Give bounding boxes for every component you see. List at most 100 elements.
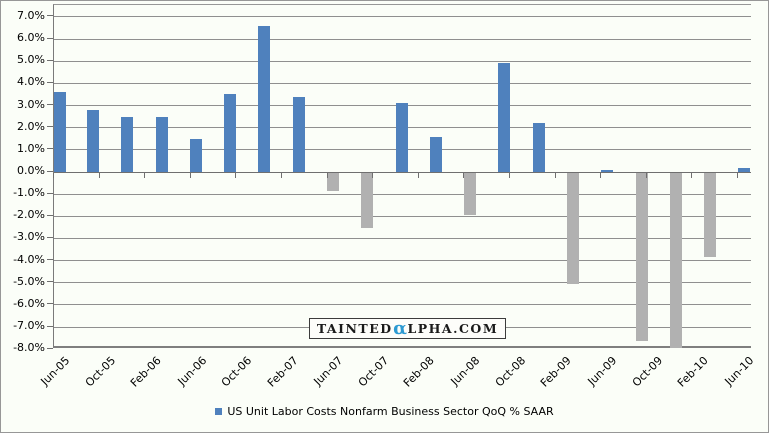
gridline	[54, 260, 751, 261]
x-axis-label-Oct-08: Oct-08	[492, 354, 529, 390]
x-axis-tick	[99, 173, 100, 178]
bar-Sep-06	[224, 94, 236, 172]
x-axis-label-Oct-05: Oct-05	[82, 354, 118, 390]
x-axis-tick	[53, 173, 54, 178]
x-axis-tick	[600, 173, 601, 178]
watermark-text-suffix: LPHA.COM	[407, 321, 499, 336]
bar-Mar-09	[567, 173, 579, 284]
bar-Sep-08	[498, 63, 510, 172]
x-axis-tick	[144, 173, 145, 178]
y-axis-tick	[47, 171, 53, 172]
bar-Mar-06	[156, 117, 168, 172]
y-axis-tick	[47, 148, 53, 149]
y-axis-tick	[47, 326, 53, 327]
legend-series-label: US Unit Labor Costs Nonfarm Business Sec…	[227, 405, 554, 418]
y-axis-tick	[47, 193, 53, 194]
y-axis-label-4.0%: 4.0%	[17, 75, 45, 88]
x-axis-tick	[372, 173, 373, 178]
gridline	[54, 282, 751, 283]
bar-Jun-07	[327, 173, 339, 191]
gridline	[54, 216, 751, 217]
y-axis-tick	[47, 215, 53, 216]
x-axis-tick	[555, 173, 556, 178]
y-axis-tick	[47, 82, 53, 83]
y-axis-label--7.0%: -7.0%	[13, 319, 45, 332]
bar-Dec-05	[121, 117, 133, 172]
bar-Dec-06	[258, 26, 270, 172]
y-axis-tick	[47, 126, 53, 127]
zero-axis-line	[54, 172, 751, 173]
y-axis-tick	[47, 38, 53, 39]
y-axis-tick	[47, 237, 53, 238]
x-axis-label-Feb-07: Feb-07	[264, 354, 301, 390]
y-axis-label-1.0%: 1.0%	[17, 142, 45, 155]
watermark-box: TAINTED α LPHA.COM	[309, 318, 506, 339]
x-axis-tick	[327, 173, 328, 178]
y-axis-label--1.0%: -1.0%	[13, 186, 45, 199]
x-axis-label-Jun-09: Jun-09	[585, 354, 620, 389]
x-axis-label-Feb-09: Feb-09	[538, 354, 574, 390]
y-axis-tick	[47, 281, 53, 282]
x-axis-tick	[418, 173, 419, 178]
x-axis-label-Oct-07: Oct-07	[356, 354, 392, 390]
x-axis-tick	[190, 173, 191, 178]
y-axis-tick	[47, 60, 53, 61]
x-axis-tick	[235, 173, 236, 178]
gridline	[54, 16, 751, 17]
x-axis-tick	[281, 173, 282, 178]
y-axis-label--4.0%: -4.0%	[13, 253, 45, 266]
x-axis-label-Jun-05: Jun-05	[38, 354, 73, 389]
gridline	[54, 238, 751, 239]
gridline	[54, 304, 751, 305]
bar-Sep-05	[87, 110, 99, 172]
y-axis-label--8.0%: -8.0%	[13, 341, 45, 354]
y-axis-label-2.0%: 2.0%	[17, 120, 45, 133]
gridline	[54, 194, 751, 195]
x-axis-label-Jun-06: Jun-06	[174, 354, 210, 389]
bar-Jun-06	[190, 139, 202, 172]
gridline	[54, 61, 751, 62]
x-axis-label-Jun-07: Jun-07	[311, 354, 346, 389]
gridline	[54, 39, 751, 40]
y-axis-tick	[47, 15, 53, 16]
plot-area	[53, 4, 751, 348]
chart-legend: US Unit Labor Costs Nonfarm Business Sec…	[1, 405, 768, 418]
bar-Sep-07	[361, 173, 373, 228]
bar-Jun-10	[738, 168, 750, 172]
x-axis-tick	[646, 173, 647, 178]
x-axis-tick	[463, 173, 464, 178]
x-axis-label-Jun-10: Jun-10	[722, 354, 757, 389]
y-axis-tick	[47, 104, 53, 105]
x-axis-label-Oct-09: Oct-09	[629, 354, 666, 390]
y-axis-tick	[47, 303, 53, 304]
bar-Sep-09	[636, 173, 648, 341]
watermark-alpha-glyph: α	[393, 317, 407, 339]
bar-Dec-07	[396, 103, 408, 172]
y-axis-label-3.0%: 3.0%	[17, 98, 45, 111]
y-axis-label-0.0%: 0.0%	[17, 164, 45, 177]
y-axis-label-6.0%: 6.0%	[17, 31, 45, 44]
x-axis-tick	[509, 173, 510, 178]
bar-Jun-09	[601, 170, 613, 172]
y-axis-tick	[47, 348, 53, 349]
y-axis-label--2.0%: -2.0%	[13, 208, 45, 221]
bar-Dec-09	[670, 173, 682, 348]
bar-Dec-08	[533, 123, 545, 172]
gridline	[54, 83, 751, 84]
x-axis-label-Feb-08: Feb-08	[401, 354, 438, 390]
y-axis-tick	[47, 259, 53, 260]
bar-Mar-07	[293, 97, 305, 172]
y-axis-label-5.0%: 5.0%	[17, 53, 45, 66]
x-axis-label-Jun-08: Jun-08	[448, 354, 483, 389]
x-axis-label-Feb-10: Feb-10	[674, 354, 711, 390]
y-axis-label--5.0%: -5.0%	[13, 275, 45, 288]
bar-Jun-05	[54, 92, 66, 172]
y-axis-label--6.0%: -6.0%	[13, 297, 45, 310]
legend-swatch-icon	[215, 408, 223, 415]
bar-Mar-08	[430, 137, 442, 172]
bar-Jun-08	[464, 173, 476, 215]
x-axis-tick	[691, 173, 692, 178]
bar-Mar-10	[704, 173, 716, 257]
x-axis-label-Feb-06: Feb-06	[127, 354, 164, 390]
